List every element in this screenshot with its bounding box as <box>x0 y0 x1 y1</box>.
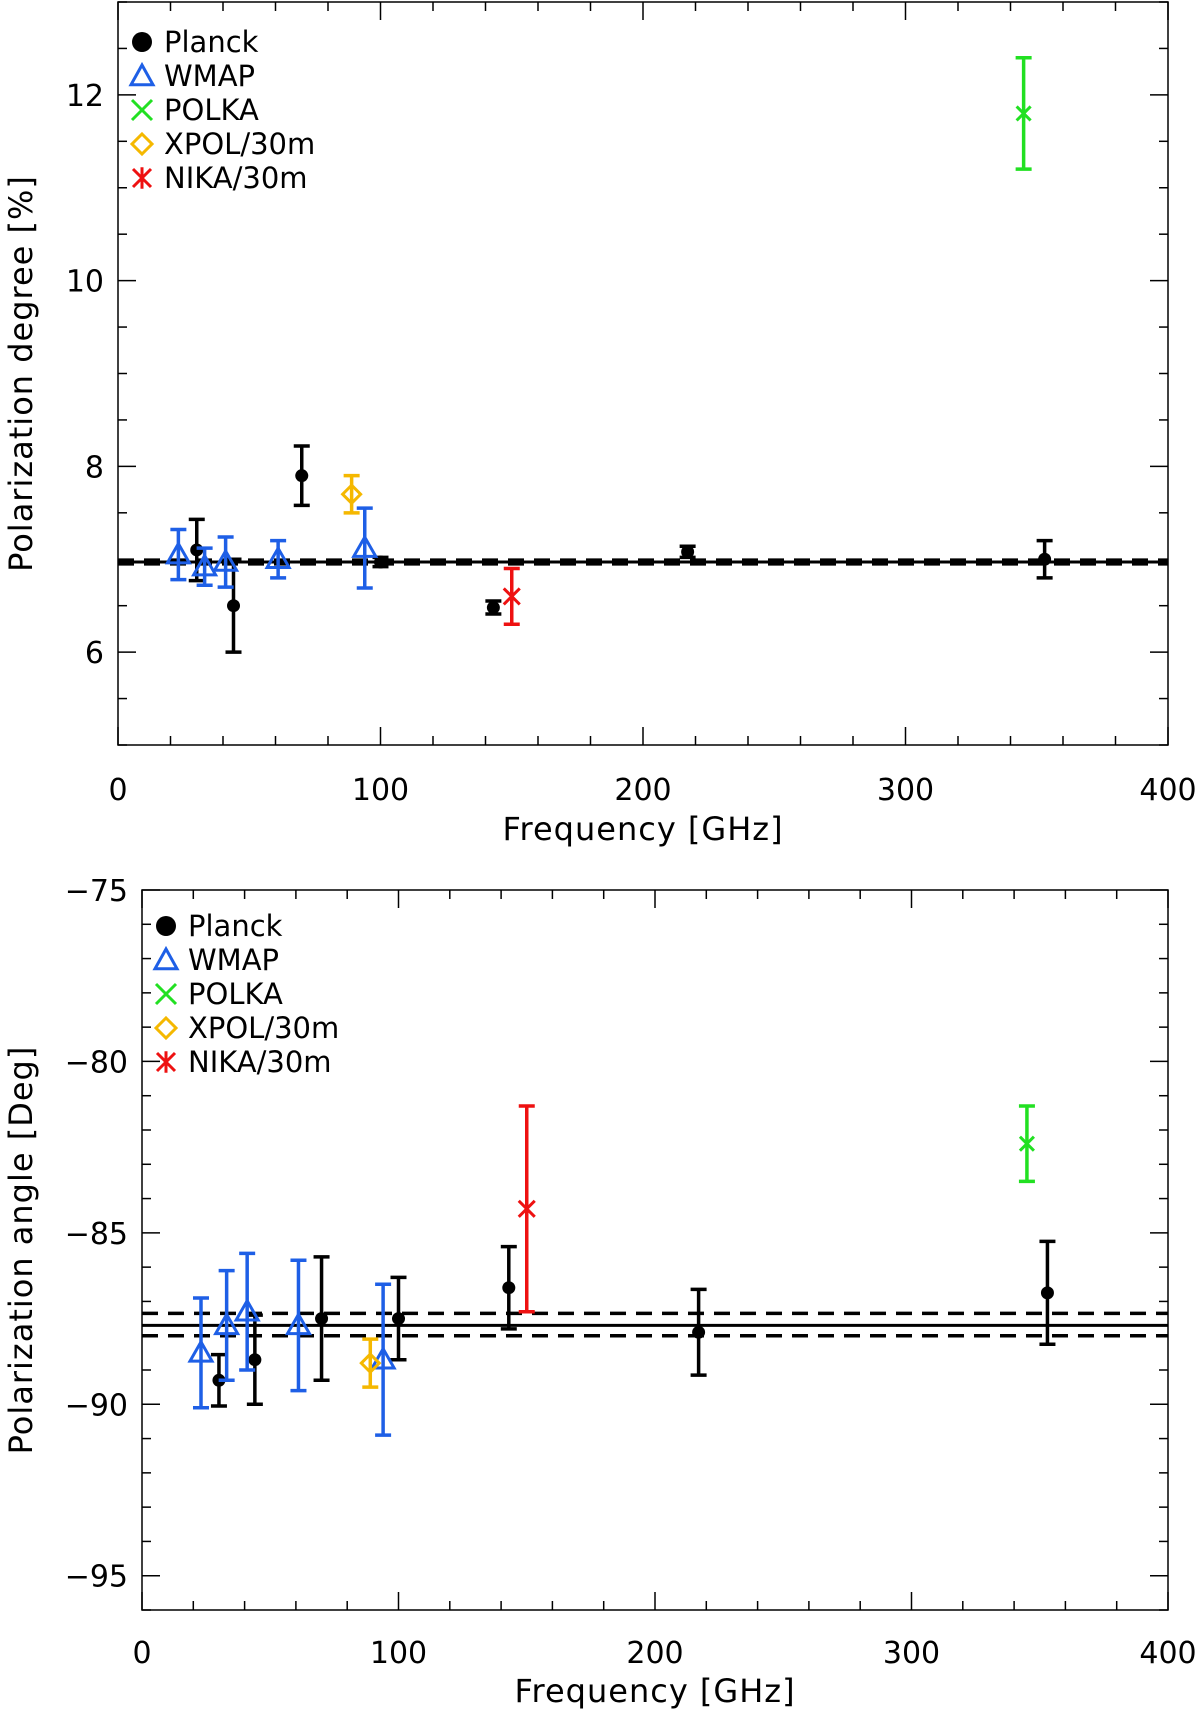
data-point <box>392 1312 405 1326</box>
series-nika-30m <box>517 1104 536 1314</box>
legend-marker <box>152 945 180 971</box>
legend-label: Planck <box>164 25 259 59</box>
data-point <box>233 1297 261 1322</box>
data-point <box>227 599 240 613</box>
data-point <box>191 552 219 577</box>
x-tick-label: 200 <box>614 773 671 808</box>
error-bar <box>362 1337 379 1389</box>
data-point <box>369 1345 397 1370</box>
data-point <box>164 540 192 565</box>
legend-label: XPOL/30m <box>164 127 315 161</box>
error-bar <box>375 1282 392 1437</box>
data-point <box>315 1312 329 1326</box>
data-point <box>692 1325 706 1339</box>
data-point <box>359 1352 382 1375</box>
data-point <box>1018 1135 1035 1152</box>
x-tick-label: 100 <box>352 773 409 808</box>
legend-label: POLKA <box>188 977 283 1011</box>
legend-marker <box>156 916 176 936</box>
legend-marker <box>132 32 152 52</box>
data-point <box>284 1311 313 1336</box>
y-tick-label: 8 <box>85 450 104 485</box>
series-nika-30m <box>502 566 521 627</box>
series-polka <box>1018 1104 1035 1184</box>
plot-frame <box>141 889 1169 1611</box>
x-tick-label: 300 <box>883 1636 940 1671</box>
legend-marker <box>128 61 156 87</box>
data-point <box>264 545 292 569</box>
y-tick-label: −95 <box>65 1560 128 1595</box>
chart-panel-degree: 0 100 200 300 400 6 8 10 12 Frequency [GHz] Polari… <box>2 1 1197 848</box>
legend-label: Planck <box>188 909 283 943</box>
data-point <box>374 555 387 569</box>
data-point <box>517 1199 536 1218</box>
series-planck <box>210 1239 1056 1408</box>
x-tick-label: 0 <box>132 1636 151 1671</box>
error-bar <box>343 473 360 515</box>
x-tick-label: 400 <box>1139 773 1196 808</box>
data-point <box>351 534 379 558</box>
x-axis-label: Frequency [GHz] <box>514 1672 795 1710</box>
legend-marker <box>154 982 178 1006</box>
series-xpol-30m <box>359 1337 382 1389</box>
legend-marker <box>130 98 154 122</box>
error-bar <box>218 1268 235 1383</box>
legend-marker <box>129 131 155 157</box>
legend-label: WMAP <box>188 943 279 977</box>
data-point <box>486 601 500 615</box>
error-bar <box>217 535 234 589</box>
error-bar <box>290 1258 307 1393</box>
data-point <box>187 1338 215 1363</box>
series-wmap <box>164 506 379 590</box>
x-tick-label: 400 <box>1139 1636 1196 1671</box>
error-bar <box>356 506 373 590</box>
y-tick-label: −90 <box>65 1388 128 1423</box>
x-tick-label: 300 <box>877 773 934 808</box>
legend-label: XPOL/30m <box>188 1011 339 1045</box>
legend-label: POLKA <box>164 93 259 127</box>
data-point <box>340 483 363 506</box>
legend-marker <box>131 167 153 189</box>
data-point <box>1040 1286 1054 1300</box>
y-tick-label: 6 <box>85 636 104 671</box>
legend-label: NIKA/30m <box>164 161 308 195</box>
data-point <box>212 548 240 572</box>
x-axis-label: Frequency [GHz] <box>502 810 783 848</box>
series-xpol-30m <box>340 473 363 515</box>
y-tick-label: −80 <box>65 1045 128 1080</box>
y-axis-label: Polarization degree [%] <box>2 175 40 572</box>
y-tick-label: 10 <box>66 265 104 300</box>
error-bar <box>192 1296 209 1410</box>
y-tick-label: −85 <box>65 1217 128 1252</box>
legend-marker <box>155 1051 177 1073</box>
series-polka <box>1015 55 1032 171</box>
series-planck <box>188 444 1053 654</box>
data-point <box>213 1311 241 1336</box>
x-tick-label: 100 <box>370 1636 427 1671</box>
data-point <box>248 1353 262 1367</box>
x-tick-label: 200 <box>626 1636 683 1671</box>
data-point <box>190 543 204 557</box>
legend-label: NIKA/30m <box>188 1045 332 1079</box>
data-point <box>295 469 309 483</box>
series-wmap <box>187 1251 397 1437</box>
error-bar <box>170 527 187 582</box>
legend-label: WMAP <box>164 59 255 93</box>
legend-marker <box>153 1015 179 1041</box>
data-point <box>681 545 695 559</box>
x-tick-label: 0 <box>108 773 127 808</box>
data-point <box>502 1281 516 1295</box>
error-bar <box>239 1251 256 1372</box>
y-axis-label: Polarization angle [Deg] <box>2 1046 40 1455</box>
chart-panel-angle: 0 100 200 300 400 −95 −90 −85 −80 −75 Frequency [G… <box>2 874 1197 1710</box>
y-tick-label: −75 <box>65 874 128 909</box>
plot-frame <box>117 1 1169 746</box>
data-point <box>502 587 521 606</box>
data-point <box>1038 552 1052 566</box>
y-tick-label: 12 <box>66 79 104 114</box>
data-point <box>1015 105 1032 122</box>
